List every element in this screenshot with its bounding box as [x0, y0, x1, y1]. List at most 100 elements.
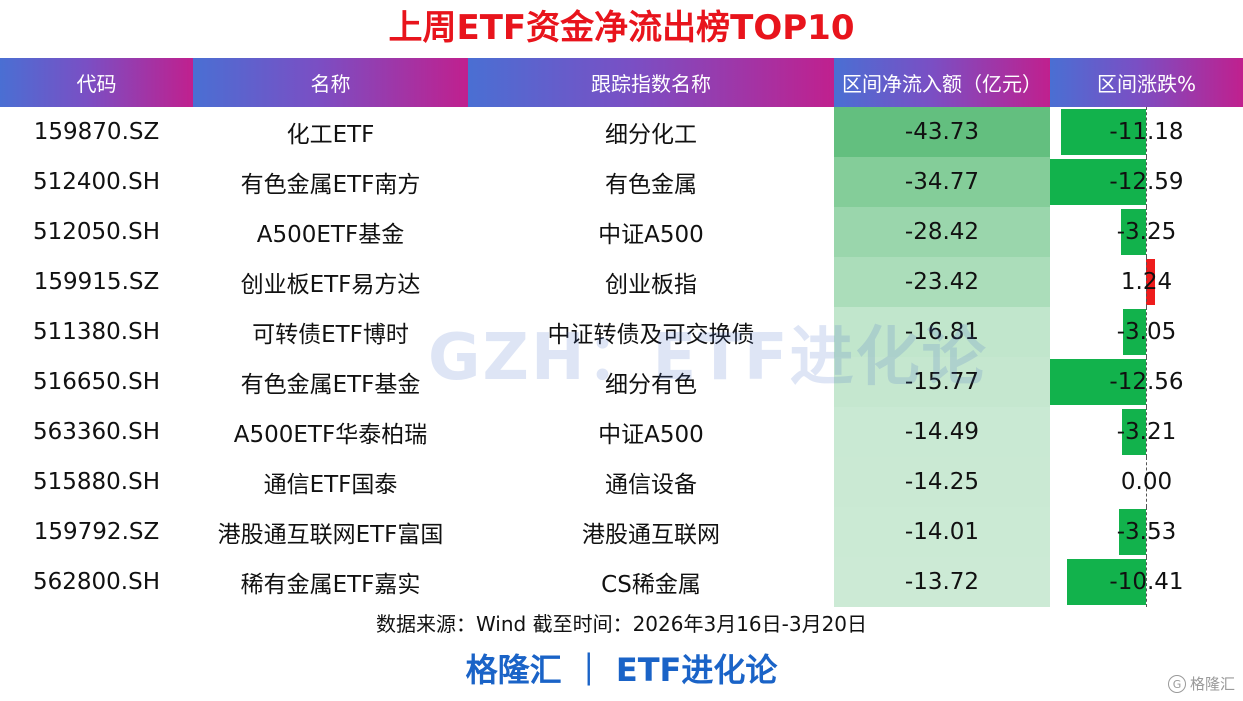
change-value: -10.41: [1109, 569, 1184, 595]
change-value: 0.00: [1120, 469, 1173, 495]
cell-index: 细分化工: [605, 122, 697, 148]
data-source-note: 数据来源：Wind 截至时间：2026年3月16日-3月20日: [375, 612, 868, 636]
cell-change: -10.41: [1050, 557, 1243, 607]
change-bar-negative: [1119, 509, 1146, 555]
table-row: 516650.SH 有色金属ETF基金 细分有色 -15.77 -12.56: [0, 357, 1243, 407]
table-row: 511380.SH 可转债ETF博时 中证转债及可交换债 -16.81 -3.05: [0, 307, 1243, 357]
cell-flow: -16.81: [834, 307, 1050, 357]
cell-index: 港股通互联网: [582, 522, 720, 548]
cell-code: 563360.SH: [32, 419, 160, 445]
cell-name: 化工ETF: [286, 122, 375, 148]
table-row: 159870.SZ 化工ETF 细分化工 -43.73 -11.18: [0, 107, 1243, 157]
page-title: 上周ETF资金净流出榜TOP10: [388, 8, 855, 48]
cell-flow: -14.01: [834, 507, 1050, 557]
header-name: 名称: [193, 58, 468, 107]
logo-icon: G: [1167, 675, 1186, 693]
cell-name: 港股通互联网ETF富国: [217, 522, 444, 548]
cell-name: A500ETF华泰柏瑞: [233, 422, 428, 448]
change-axis-line: [1146, 457, 1147, 507]
cell-index: 细分有色: [605, 372, 697, 398]
table-row: 515880.SH 通信ETF国泰 通信设备 -14.25 0.00: [0, 457, 1243, 507]
cell-change: -12.59: [1050, 157, 1243, 207]
table-header-row: 代码 名称 跟踪指数名称 区间净流入额（亿元） 区间涨跌%: [0, 58, 1243, 107]
corner-logo-text: 格隆汇: [1189, 675, 1235, 693]
cell-change: -3.53: [1050, 507, 1243, 557]
change-value: -12.56: [1109, 369, 1184, 395]
cell-flow: -13.72: [834, 557, 1050, 607]
change-bar-negative: [1121, 409, 1146, 455]
cell-code: 515880.SH: [32, 469, 160, 495]
cell-code: 512400.SH: [32, 169, 160, 195]
change-value: -11.18: [1109, 119, 1184, 145]
change-bar-negative: [1050, 359, 1146, 405]
table-row: 512400.SH 有色金属ETF南方 有色金属 -34.77 -12.59: [0, 157, 1243, 207]
cell-name: 通信ETF国泰: [263, 472, 398, 498]
cell-index: 中证转债及可交换债: [547, 322, 755, 348]
etf-outflow-table: 代码 名称 跟踪指数名称 区间净流入额（亿元） 区间涨跌% 159870.SZ 化…: [0, 58, 1243, 607]
cell-index: CS稀金属: [601, 572, 701, 598]
change-axis-line: [1146, 257, 1147, 307]
change-axis-line: [1146, 507, 1147, 557]
cell-name: 创业板ETF易方达: [240, 272, 421, 298]
table-row: 562800.SH 稀有金属ETF嘉实 CS稀金属 -13.72 -10.41: [0, 557, 1243, 607]
cell-flow: -43.73: [834, 107, 1050, 157]
cell-change: -3.25: [1050, 207, 1243, 257]
corner-logo: G 格隆汇: [1167, 673, 1235, 695]
change-axis-line: [1146, 307, 1147, 357]
change-axis-line: [1146, 557, 1147, 607]
change-bar-negative: [1050, 159, 1146, 205]
cell-change: -12.56: [1050, 357, 1243, 407]
cell-flow: -15.77: [834, 357, 1050, 407]
cell-code: 562800.SH: [32, 569, 160, 595]
cell-flow: -28.42: [834, 207, 1050, 257]
header-index: 跟踪指数名称: [468, 58, 834, 107]
cell-name: 稀有金属ETF嘉实: [240, 572, 421, 598]
header-code: 代码: [0, 58, 193, 107]
change-value: -3.21: [1116, 419, 1177, 445]
change-bar-negative: [1121, 209, 1146, 255]
cell-code: 516650.SH: [32, 369, 160, 395]
cell-flow: -23.42: [834, 257, 1050, 307]
cell-change: -3.21: [1050, 407, 1243, 457]
cell-index: 有色金属: [605, 172, 697, 198]
cell-code: 159915.SZ: [33, 269, 160, 295]
cell-name: A500ETF基金: [256, 222, 405, 248]
change-axis-line: [1146, 207, 1147, 257]
cell-code: 159870.SZ: [33, 119, 160, 145]
cell-name: 有色金属ETF基金: [240, 372, 421, 398]
cell-flow: -34.77: [834, 157, 1050, 207]
cell-change: -3.05: [1050, 307, 1243, 357]
brand-footer: 格隆汇 ｜ ETF进化论: [465, 651, 778, 689]
change-axis-line: [1146, 107, 1147, 157]
cell-code: 511380.SH: [32, 319, 160, 345]
cell-code: 159792.SZ: [33, 519, 160, 545]
table-row: 159792.SZ 港股通互联网ETF富国 港股通互联网 -14.01 -3.53: [0, 507, 1243, 557]
change-value: -3.05: [1116, 319, 1177, 345]
change-axis-line: [1146, 157, 1147, 207]
cell-name: 可转债ETF博时: [252, 322, 409, 348]
header-flow: 区间净流入额（亿元）: [834, 58, 1050, 107]
cell-index: 中证A500: [598, 222, 704, 248]
change-bar-negative: [1066, 559, 1146, 605]
cell-flow: -14.25: [834, 457, 1050, 507]
change-axis-line: [1146, 407, 1147, 457]
cell-index: 通信设备: [605, 472, 697, 498]
change-value: -3.53: [1116, 519, 1177, 545]
table-row: 512050.SH A500ETF基金 中证A500 -28.42 -3.25: [0, 207, 1243, 257]
change-axis-line: [1146, 357, 1147, 407]
change-value: -3.25: [1116, 219, 1177, 245]
cell-change: -11.18: [1050, 107, 1243, 157]
table-row: 563360.SH A500ETF华泰柏瑞 中证A500 -14.49 -3.21: [0, 407, 1243, 457]
header-change: 区间涨跌%: [1050, 58, 1243, 107]
cell-code: 512050.SH: [32, 219, 160, 245]
table-body: 159870.SZ 化工ETF 细分化工 -43.73 -11.18 512400.SH 有…: [0, 107, 1243, 607]
change-value: 1.24: [1120, 269, 1173, 295]
change-bar-positive: [1146, 259, 1156, 305]
cell-index: 创业板指: [605, 272, 697, 298]
cell-change: 0.00: [1050, 457, 1243, 507]
cell-index: 中证A500: [598, 422, 704, 448]
change-value: -12.59: [1109, 169, 1184, 195]
cell-change: 1.24: [1050, 257, 1243, 307]
change-bar-negative: [1060, 109, 1146, 155]
cell-name: 有色金属ETF南方: [240, 172, 421, 198]
